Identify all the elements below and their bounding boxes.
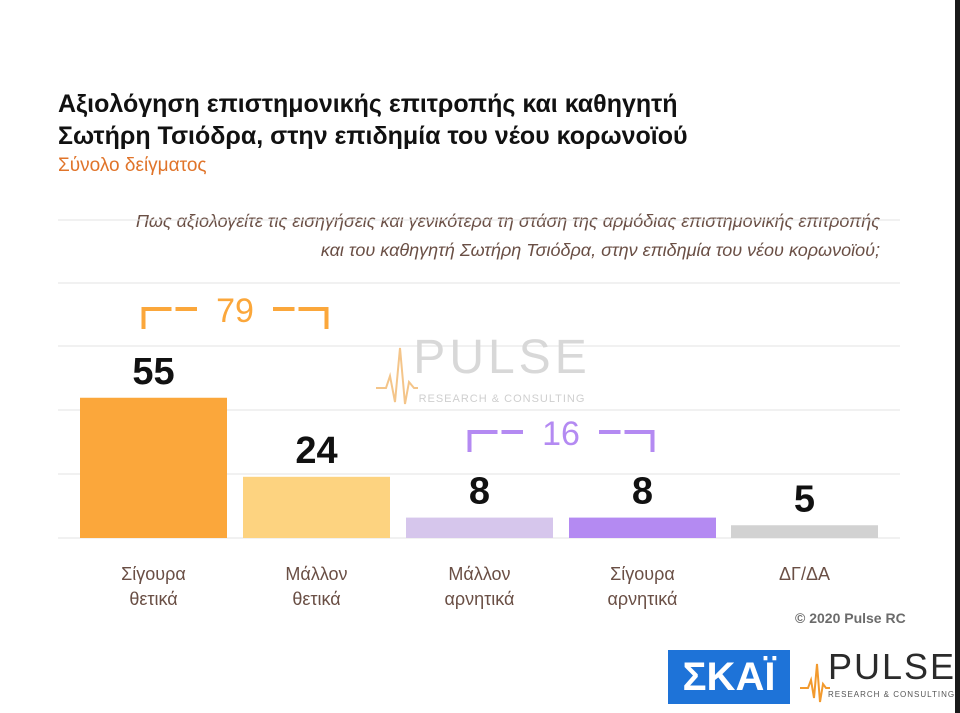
pulse-logo: PULSE RESEARCH & CONSULTING bbox=[800, 646, 954, 706]
category-label: Σίγουρα αρνητικά bbox=[608, 564, 678, 609]
copyright-notice: © 2020 Pulse RC bbox=[795, 610, 906, 626]
bar-2 bbox=[243, 476, 390, 538]
category-label: Σίγουρα θετικά bbox=[121, 564, 186, 609]
survey-question: Πως αξιολογείτε τις εισηγήσεις και γενικ… bbox=[135, 211, 880, 260]
watermark-pulse-icon bbox=[376, 347, 418, 405]
bracket-left bbox=[467, 430, 523, 452]
bar-value-label: 8 bbox=[469, 471, 490, 513]
chart-title: Αξιολόγηση επιστημονικής επιτροπής και κ… bbox=[58, 90, 688, 150]
pulse-logo-word: PULSE bbox=[828, 646, 957, 687]
category-label: ΔΓ/ΔΑ bbox=[779, 564, 830, 584]
bracket-right bbox=[273, 307, 329, 329]
pulse-logo-subtitle: RESEARCH & CONSULTING bbox=[828, 690, 956, 699]
category-label: Μάλλον θετικά bbox=[285, 564, 347, 609]
bar-value-label: 8 bbox=[632, 471, 653, 513]
bar-4 bbox=[569, 517, 716, 538]
bar-value-label: 5 bbox=[794, 478, 815, 520]
bar-3 bbox=[406, 517, 553, 538]
right-edge-border bbox=[955, 0, 960, 713]
bracket-left bbox=[141, 307, 197, 329]
bracket-right bbox=[599, 430, 655, 452]
pulse-wave-icon bbox=[800, 663, 830, 703]
bracket-total-label: 16 bbox=[542, 415, 580, 453]
skai-logo: ΣΚΑΪ bbox=[668, 650, 790, 704]
bar-5 bbox=[731, 525, 878, 538]
bar-value-label: 24 bbox=[295, 430, 337, 472]
bracket-total-label: 79 bbox=[216, 292, 254, 330]
chart-subtitle: Σύνολο δείγματος bbox=[58, 155, 207, 176]
bar-1 bbox=[80, 397, 227, 538]
watermark-word: PULSE bbox=[413, 331, 590, 384]
bar-value-label: 55 bbox=[132, 351, 174, 393]
watermark-subtitle: RESEARCH & CONSULTING bbox=[419, 393, 586, 405]
category-label: Μάλλον αρνητικά bbox=[445, 564, 515, 609]
